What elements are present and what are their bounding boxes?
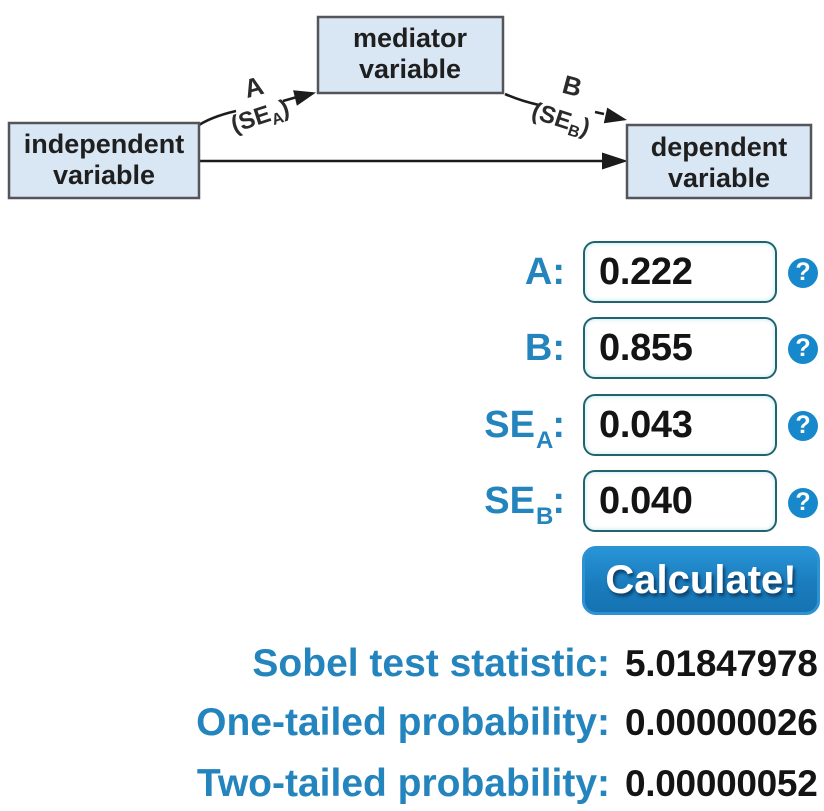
svg-text:mediator: mediator <box>353 23 468 53</box>
svg-text:(SEA): (SEA) <box>228 94 294 141</box>
svg-text:variable: variable <box>359 54 461 84</box>
svg-text:A: A <box>241 70 267 104</box>
svg-text:independent: independent <box>24 129 185 159</box>
svg-text:B: B <box>559 69 585 103</box>
svg-text:(SEB): (SEB) <box>527 97 593 144</box>
svg-text:dependent: dependent <box>651 132 788 162</box>
svg-text:variable: variable <box>53 160 155 190</box>
svg-text:variable: variable <box>668 163 770 193</box>
